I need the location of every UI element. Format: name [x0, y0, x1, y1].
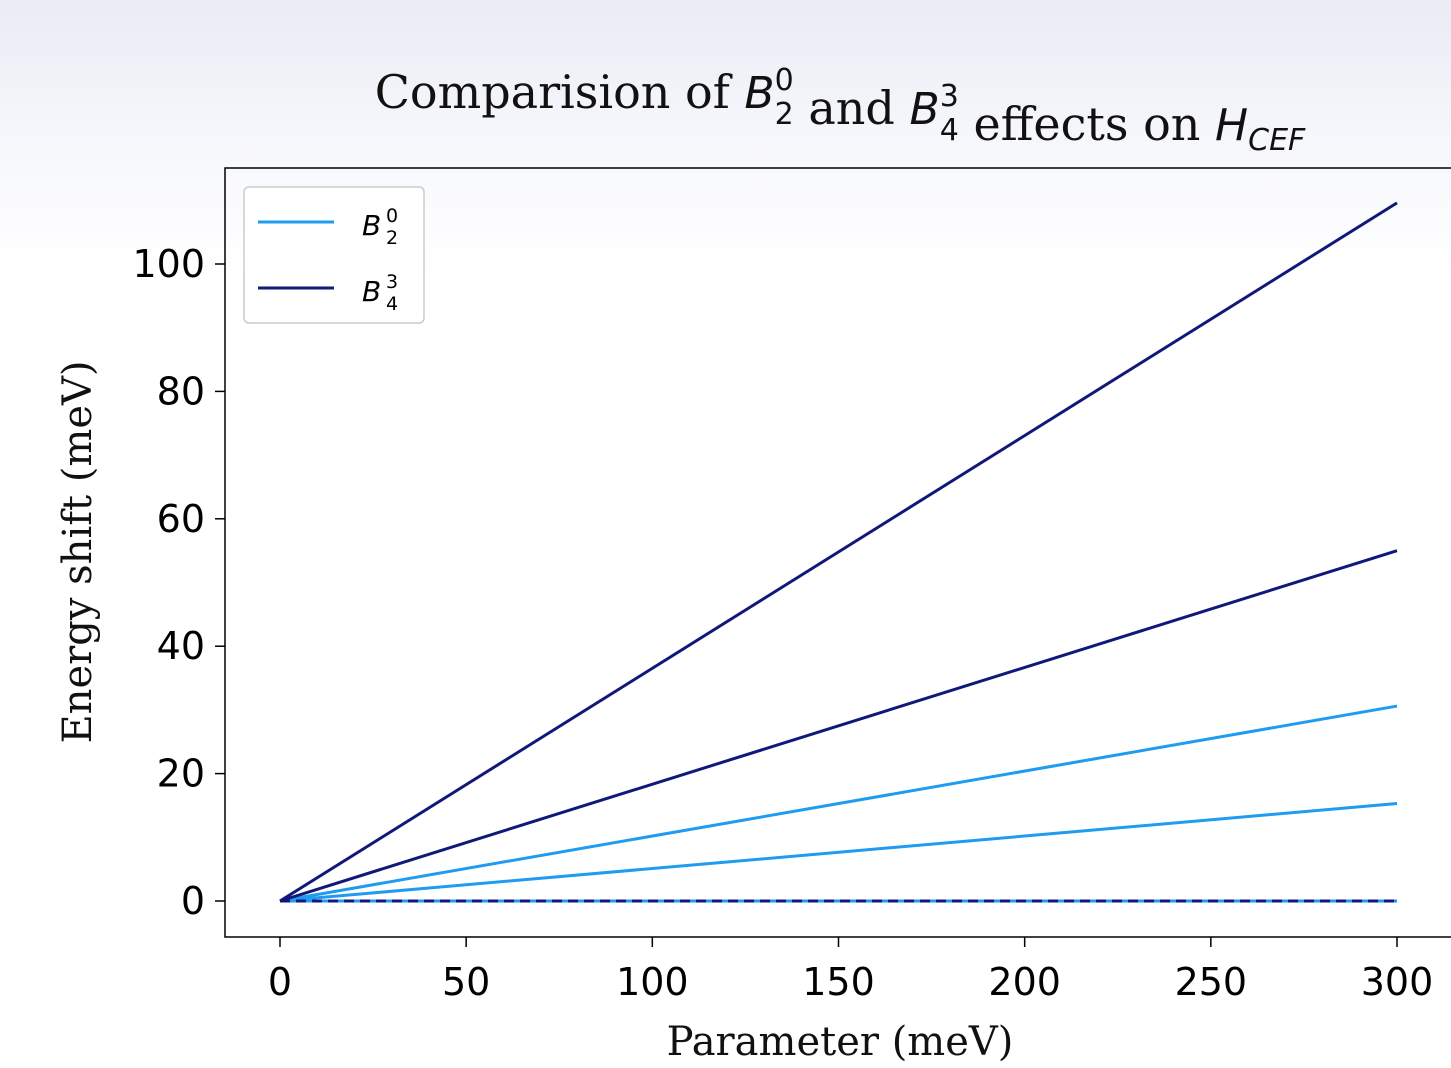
plot-lines — [279, 201, 1398, 903]
title-text: Comparision of — [375, 65, 745, 119]
series-line — [279, 549, 1398, 903]
title-superscript: 3 — [940, 79, 959, 114]
title-superscript: 0 — [775, 63, 794, 98]
title-text: effects on — [959, 97, 1215, 151]
chart-title: Comparision of B0 2 and B3 4 effects on HC… — [375, 63, 1306, 158]
title-math-symbol: H — [1215, 100, 1248, 151]
y-axis-label: Energy shift (meV) — [55, 360, 101, 743]
series-line — [279, 802, 1398, 903]
title-text: and — [794, 81, 910, 135]
plot-area-frame — [224, 167, 1451, 938]
x-tick-label: 0 — [268, 960, 292, 1004]
x-axis: 0 50 100 150 200 250 300 — [268, 937, 1433, 1004]
x-tick-label: 200 — [988, 960, 1061, 1004]
x-tick-label: 100 — [616, 960, 689, 1004]
legend-subscript: 2 — [386, 227, 398, 249]
legend-subscript: 4 — [386, 293, 398, 315]
legend: B 02B 34 — [243, 186, 425, 324]
legend-label: B — [362, 275, 381, 308]
title-subscript: 4 — [940, 113, 959, 148]
y-tick-label: 80 — [157, 369, 205, 413]
legend-superscript: 0 — [386, 205, 398, 227]
title-math-symbol: B — [910, 84, 940, 135]
y-tick-label: 60 — [157, 497, 205, 541]
title-math-symbol: B — [744, 68, 774, 119]
series-line — [279, 201, 1398, 903]
x-tick-label: 300 — [1361, 960, 1434, 1004]
x-tick-label: 150 — [802, 960, 875, 1004]
x-tick-label: 250 — [1175, 960, 1248, 1004]
y-tick-label: 0 — [181, 879, 205, 923]
x-axis-label: Parameter (meV) — [667, 1019, 1014, 1065]
legend-superscript: 3 — [386, 271, 398, 293]
y-tick-label: 20 — [157, 752, 205, 796]
legend-label: B — [362, 209, 381, 242]
title-subscript: 2 — [775, 97, 794, 132]
series-line — [279, 704, 1398, 903]
y-axis: 0 20 40 60 80 100 — [132, 242, 225, 923]
y-tick-label: 100 — [132, 242, 205, 286]
x-tick-label: 50 — [442, 960, 490, 1004]
title-subscript: CEF — [1248, 123, 1306, 158]
y-tick-label: 40 — [157, 624, 205, 668]
